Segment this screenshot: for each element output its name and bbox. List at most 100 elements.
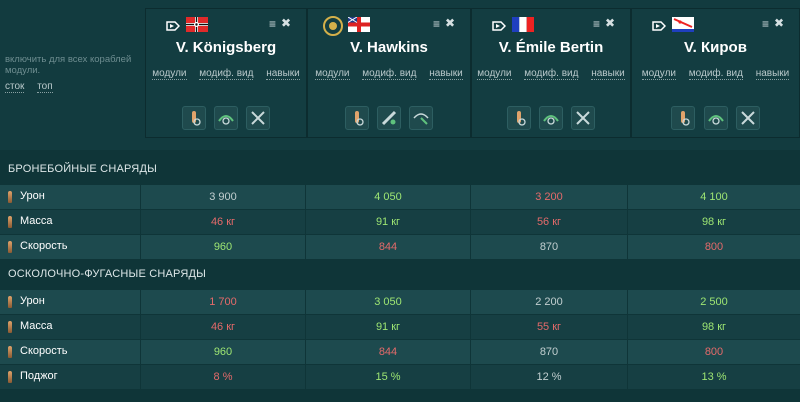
stat-value: 4 050 xyxy=(305,185,470,209)
stat-value: 2 200 xyxy=(470,290,627,314)
main-battery-module-icon[interactable] xyxy=(671,106,696,130)
stat-label: Скорость xyxy=(20,345,68,357)
stat-value: 800 xyxy=(627,340,800,364)
tab-upgrades[interactable]: модиф. вид xyxy=(688,68,743,80)
stat-value: 55 кг xyxy=(470,315,627,339)
preset-top-link[interactable]: топ xyxy=(37,81,53,93)
stat-value: 13 % xyxy=(627,365,800,389)
torpedo-module-icon[interactable] xyxy=(571,106,596,130)
tab-modules[interactable]: модули xyxy=(315,68,350,80)
stat-label-cell: Масса xyxy=(0,315,140,339)
shell-icon xyxy=(8,346,12,358)
close-icon[interactable]: ✖ xyxy=(773,16,784,30)
stat-value: 91 кг xyxy=(305,210,470,234)
ship-tabs: модули модиф. вид навыки xyxy=(472,67,630,81)
stat-value: 844 xyxy=(305,340,470,364)
stat-row: Скорость 960 844 870 800 xyxy=(0,340,800,364)
ship-tabs: модули модиф. вид навыки xyxy=(308,67,470,81)
ship-name: V. Hawkins xyxy=(350,39,428,56)
card-menu-icon[interactable]: ≡ xyxy=(592,17,600,31)
he-section-title: ОСКОЛОЧНО-ФУГАСНЫЕ СНАРЯДЫ xyxy=(8,268,207,280)
shell-icon xyxy=(8,321,12,333)
card-menu-icon[interactable]: ≡ xyxy=(268,17,276,31)
stat-value: 4 100 xyxy=(627,185,800,209)
stat-label-cell: Урон xyxy=(0,290,140,314)
ship-tabs: модули модиф. вид навыки xyxy=(146,67,306,81)
stat-row: Масса 46 кг 91 кг 55 кг 98 кг xyxy=(0,315,800,339)
torpedo-module-icon[interactable] xyxy=(735,106,760,130)
stat-value: 46 кг xyxy=(140,210,305,234)
ship-name: V. Киров xyxy=(684,39,747,56)
stat-row: Урон 3 900 4 050 3 200 4 100 xyxy=(0,185,800,209)
uk-flag-icon xyxy=(348,17,370,32)
main-battery-module-icon[interactable] xyxy=(344,106,369,130)
preset-links: сток топ xyxy=(5,81,63,93)
stat-value: 3 900 xyxy=(140,185,305,209)
stat-value: 1 700 xyxy=(140,290,305,314)
stat-row: Урон 1 700 3 050 2 200 2 500 xyxy=(0,290,800,314)
close-icon[interactable]: ✖ xyxy=(280,16,291,30)
stat-value: 2 500 xyxy=(627,290,800,314)
tab-skills[interactable]: навыки xyxy=(266,68,300,80)
close-icon[interactable]: ✖ xyxy=(604,16,615,30)
ship-compare-header: включить для всех кораблей модули. сток … xyxy=(0,0,800,150)
tab-skills[interactable]: навыки xyxy=(429,68,463,80)
stat-row: Масса 46 кг 91 кг 56 кг 98 кг xyxy=(0,210,800,234)
ussr-naval-flag-icon xyxy=(672,17,694,32)
hull-module-icon[interactable] xyxy=(703,106,728,130)
tab-skills[interactable]: навыки xyxy=(591,68,625,80)
stat-value: 91 кг xyxy=(305,315,470,339)
stat-value: 800 xyxy=(627,235,800,259)
stat-value: 12 % xyxy=(470,365,627,389)
ship-card-emile-bertin: ≡ ✖ V. Émile Bertin модули модиф. вид на… xyxy=(471,8,631,138)
hull-module-icon[interactable] xyxy=(539,106,563,130)
main-battery-module-icon[interactable] xyxy=(506,106,531,130)
module-slots xyxy=(632,106,799,130)
cruiser-class-icon xyxy=(166,21,180,31)
secondary-module-icon[interactable] xyxy=(377,106,401,130)
stat-value: 46 кг xyxy=(140,315,305,339)
cruiser-class-icon xyxy=(492,21,506,31)
aircraft-module-icon[interactable] xyxy=(409,106,434,130)
module-slots xyxy=(472,106,630,130)
stat-value: 98 кг xyxy=(627,210,800,234)
stat-value: 15 % xyxy=(305,365,470,389)
card-menu-icon[interactable]: ≡ xyxy=(432,17,440,31)
tab-skills[interactable]: навыки xyxy=(755,68,790,80)
tab-upgrades[interactable]: модиф. вид xyxy=(362,68,417,80)
close-icon[interactable]: ✖ xyxy=(444,16,455,30)
tab-modules[interactable]: модули xyxy=(477,68,512,80)
tab-upgrades[interactable]: модиф. вид xyxy=(524,68,579,80)
tab-modules[interactable]: модули xyxy=(641,68,676,80)
stat-row: Скорость 960 844 870 800 xyxy=(0,235,800,259)
stat-value: 8 % xyxy=(140,365,305,389)
stat-label: Урон xyxy=(20,190,45,202)
tab-upgrades[interactable]: модиф. вид xyxy=(199,68,254,80)
stat-label: Урон xyxy=(20,295,45,307)
module-slots xyxy=(308,106,470,130)
cruiser-class-icon xyxy=(652,21,666,31)
stat-value: 3 050 xyxy=(305,290,470,314)
stat-row: Поджог 8 % 15 % 12 % 13 % xyxy=(0,365,800,389)
ship-name: V. Émile Bertin xyxy=(498,39,604,56)
shell-icon xyxy=(8,191,12,203)
ship-name: V. Königsberg xyxy=(175,39,277,56)
stat-label-cell: Масса xyxy=(0,210,140,234)
torpedo-module-icon[interactable] xyxy=(246,106,271,130)
stat-label: Масса xyxy=(20,215,53,227)
stat-label-cell: Скорость xyxy=(0,235,140,259)
shell-icon xyxy=(8,216,12,228)
stat-label: Масса xyxy=(20,320,53,332)
stat-value: 98 кг xyxy=(627,315,800,339)
shell-icon xyxy=(8,371,12,383)
card-menu-icon[interactable]: ≡ xyxy=(761,17,769,31)
stat-label-cell: Урон xyxy=(0,185,140,209)
main-battery-module-icon[interactable] xyxy=(181,106,206,130)
stat-label-cell: Скорость xyxy=(0,340,140,364)
stat-value: 844 xyxy=(305,235,470,259)
hull-module-icon[interactable] xyxy=(214,106,238,130)
stat-label-cell: Поджог xyxy=(0,365,140,389)
tab-modules[interactable]: модули xyxy=(152,68,187,80)
preset-stock-link[interactable]: сток xyxy=(5,81,25,93)
left-pane: включить для всех кораблей модули. сток … xyxy=(0,0,145,150)
